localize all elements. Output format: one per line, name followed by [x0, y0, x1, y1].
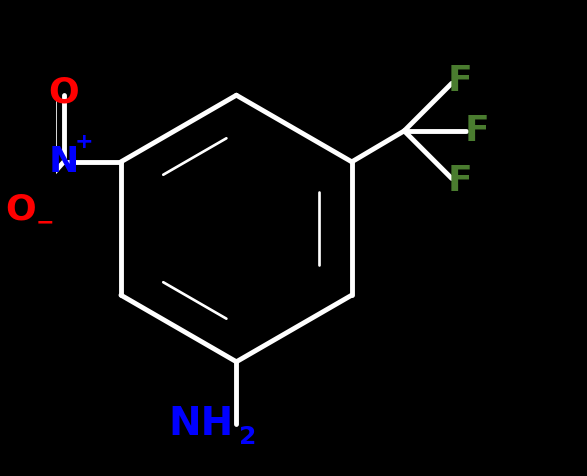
Text: O: O	[6, 192, 36, 227]
Text: N: N	[49, 145, 79, 179]
Text: F: F	[448, 164, 473, 198]
Text: F: F	[464, 114, 489, 148]
Text: NH: NH	[168, 405, 234, 443]
Text: +: +	[75, 132, 93, 152]
Text: −: −	[35, 213, 54, 233]
Text: 2: 2	[239, 425, 256, 449]
Text: O: O	[49, 76, 79, 110]
Text: F: F	[448, 64, 473, 98]
